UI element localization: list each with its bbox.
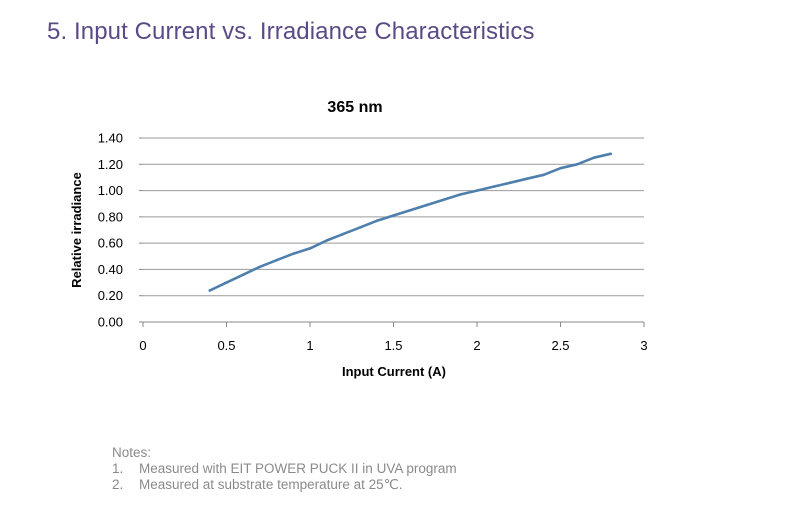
note-item: 1. Measured with EIT POWER PUCK II in UV…	[112, 461, 457, 477]
series-line	[208, 152, 612, 292]
data-point	[475, 189, 479, 192]
data-point	[492, 185, 496, 188]
chart-title: 365 nm	[327, 99, 382, 116]
data-point	[592, 156, 596, 160]
page-heading: 5. Input Current vs. Irradiance Characte…	[47, 18, 535, 45]
x-tick-label: 0.5	[217, 338, 235, 353]
data-point	[442, 198, 445, 202]
data-point	[241, 273, 245, 276]
x-tick-label: 2	[473, 338, 480, 353]
y-tick-label: 1.40	[98, 131, 123, 146]
data-point	[609, 152, 612, 156]
data-point	[559, 166, 562, 170]
data-point	[225, 281, 228, 284]
data-point	[509, 181, 512, 184]
data-point	[292, 252, 295, 255]
note-number: 1.	[112, 461, 124, 476]
data-point	[459, 193, 462, 196]
data-point	[375, 219, 379, 223]
data-point	[342, 232, 345, 236]
data-point	[325, 239, 329, 242]
y-tick-label: 1.00	[98, 183, 123, 198]
data-point	[425, 203, 429, 207]
x-tick-label: 0	[139, 338, 146, 353]
y-axis-label: Relative irradiance	[69, 172, 84, 288]
x-tick-label: 3	[640, 338, 647, 353]
y-axis-ticks: 0.00 0.20 0.40 0.60 0.80 1.00 1.20 1.40	[98, 131, 143, 330]
data-point	[575, 162, 579, 166]
x-axis-label: Input Current (A)	[342, 364, 446, 379]
data-point	[392, 214, 395, 217]
data-point	[542, 173, 546, 177]
data-point	[275, 258, 278, 262]
y-tick-label: 0.00	[98, 315, 123, 330]
y-tick-label: 1.20	[98, 157, 123, 172]
x-tick-label: 1.5	[384, 338, 402, 353]
data-point	[358, 226, 362, 229]
y-tick-label: 0.40	[98, 262, 123, 277]
data-point	[525, 177, 529, 181]
note-number: 2.	[112, 477, 124, 492]
data-point	[308, 247, 312, 250]
x-tick-label: 2.5	[551, 338, 569, 353]
data-point	[408, 208, 412, 212]
y-tick-label: 0.20	[98, 288, 123, 303]
x-axis-ticks: 0 0.5 1 1.5 2 2.5 3	[139, 322, 648, 353]
notes: Notes: 1. Measured with EIT POWER PUCK I…	[112, 445, 457, 493]
data-point	[258, 265, 262, 269]
note-text: Measured at substrate temperature at 25℃…	[139, 477, 403, 492]
notes-header: Notes:	[112, 445, 152, 460]
series-group	[208, 152, 612, 292]
note-item: 2. Measured at substrate temperature at …	[112, 477, 457, 493]
data-point	[208, 289, 212, 292]
x-tick-label: 1	[306, 338, 313, 353]
note-text: Measured with EIT POWER PUCK II in UVA p…	[139, 461, 457, 476]
y-tick-label: 0.60	[98, 236, 123, 251]
y-tick-label: 0.80	[98, 209, 123, 224]
